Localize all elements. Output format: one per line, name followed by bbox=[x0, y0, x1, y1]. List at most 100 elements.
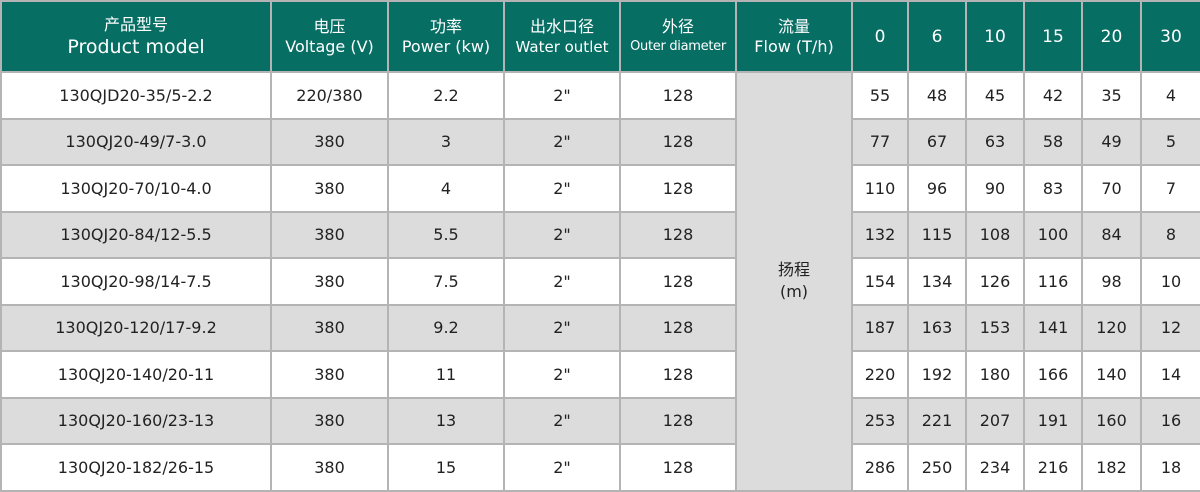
cell-diameter: 128 bbox=[619, 117, 737, 166]
cell-outlet: 2" bbox=[503, 71, 621, 120]
header-flow-point: 30 bbox=[1140, 0, 1200, 73]
cell-model: 130QJ20-182/26-15 bbox=[0, 443, 272, 492]
cell-head: 253 bbox=[851, 396, 909, 445]
header-flow-point: 10 bbox=[965, 0, 1025, 73]
cell-diameter: 128 bbox=[619, 164, 737, 213]
cell-voltage: 380 bbox=[270, 117, 389, 166]
cell-head: 8 bbox=[1140, 210, 1200, 259]
cell-head: 4 bbox=[1140, 71, 1200, 120]
header-diameter: 外径 Outer diameter bbox=[619, 0, 737, 73]
cell-head: 90 bbox=[965, 164, 1025, 213]
head-label-cell: 扬程 (m) bbox=[735, 71, 853, 492]
cell-power: 9.2 bbox=[387, 303, 505, 352]
cell-head: 96 bbox=[907, 164, 967, 213]
cell-head: 182 bbox=[1081, 443, 1142, 492]
cell-head: 42 bbox=[1023, 71, 1083, 120]
cell-power: 13 bbox=[387, 396, 505, 445]
header-flow-point: 15 bbox=[1023, 0, 1083, 73]
cell-head: 286 bbox=[851, 443, 909, 492]
cell-power: 4 bbox=[387, 164, 505, 213]
cell-outlet: 2" bbox=[503, 210, 621, 259]
head-unit: (m) bbox=[779, 282, 809, 302]
header-outlet: 出水口径 Water outlet bbox=[503, 0, 621, 73]
cell-diameter: 128 bbox=[619, 443, 737, 492]
cell-head: 12 bbox=[1140, 303, 1200, 352]
cell-power: 11 bbox=[387, 350, 505, 399]
cell-head: 192 bbox=[907, 350, 967, 399]
cell-head: 67 bbox=[907, 117, 967, 166]
table-row: 130QJ20-84/12-5.5 380 5.5 2" 128 132 115 108 100… bbox=[0, 210, 1200, 259]
cell-head: 220 bbox=[851, 350, 909, 399]
cell-voltage: 220/380 bbox=[270, 71, 389, 120]
header-flow-point: 6 bbox=[907, 0, 967, 73]
cell-outlet: 2" bbox=[503, 257, 621, 306]
cell-head: 14 bbox=[1140, 350, 1200, 399]
cell-head: 7 bbox=[1140, 164, 1200, 213]
cell-diameter: 128 bbox=[619, 396, 737, 445]
cell-outlet: 2" bbox=[503, 396, 621, 445]
cell-voltage: 380 bbox=[270, 350, 389, 399]
cell-head: 70 bbox=[1081, 164, 1142, 213]
cell-outlet: 2" bbox=[503, 443, 621, 492]
cell-head: 191 bbox=[1023, 396, 1083, 445]
cell-diameter: 128 bbox=[619, 210, 737, 259]
cell-head: 187 bbox=[851, 303, 909, 352]
table-row: 130QJ20-49/7-3.0 380 3 2" 128 77 67 63 58 49 5 bbox=[0, 117, 1200, 166]
cell-head: 18 bbox=[1140, 443, 1200, 492]
cell-head: 58 bbox=[1023, 117, 1083, 166]
table-row: 130QJ20-182/26-15 380 15 2" 128 286 250 234 216 1… bbox=[0, 443, 1200, 492]
header-flow: 流量 Flow (T/h) bbox=[735, 0, 853, 73]
cell-outlet: 2" bbox=[503, 303, 621, 352]
cell-power: 2.2 bbox=[387, 71, 505, 120]
cell-model: 130QJ20-120/17-9.2 bbox=[0, 303, 272, 352]
cell-head: 108 bbox=[965, 210, 1025, 259]
cell-head: 153 bbox=[965, 303, 1025, 352]
cell-power: 7.5 bbox=[387, 257, 505, 306]
cell-head: 49 bbox=[1081, 117, 1142, 166]
table-row: 130QJ20-140/20-11 380 11 2" 128 220 192 180 166 1… bbox=[0, 350, 1200, 399]
cell-head: 132 bbox=[851, 210, 909, 259]
cell-model: 130QJ20-70/10-4.0 bbox=[0, 164, 272, 213]
cell-head: 115 bbox=[907, 210, 967, 259]
header-voltage: 电压 Voltage (V) bbox=[270, 0, 389, 73]
cell-head: 180 bbox=[965, 350, 1025, 399]
cell-head: 110 bbox=[851, 164, 909, 213]
cell-head: 166 bbox=[1023, 350, 1083, 399]
cell-diameter: 128 bbox=[619, 71, 737, 120]
header-model: 产品型号 Product model bbox=[0, 0, 272, 73]
cell-head: 5 bbox=[1140, 117, 1200, 166]
cell-model: 130QJ20-49/7-3.0 bbox=[0, 117, 272, 166]
cell-head: 126 bbox=[965, 257, 1025, 306]
cell-power: 5.5 bbox=[387, 210, 505, 259]
cell-diameter: 128 bbox=[619, 303, 737, 352]
cell-head: 84 bbox=[1081, 210, 1142, 259]
cell-model: 130QJ20-160/23-13 bbox=[0, 396, 272, 445]
cell-head: 48 bbox=[907, 71, 967, 120]
cell-head: 134 bbox=[907, 257, 967, 306]
cell-model: 130QJ20-84/12-5.5 bbox=[0, 210, 272, 259]
cell-head: 63 bbox=[965, 117, 1025, 166]
cell-head: 77 bbox=[851, 117, 909, 166]
cell-diameter: 128 bbox=[619, 350, 737, 399]
cell-head: 140 bbox=[1081, 350, 1142, 399]
cell-head: 100 bbox=[1023, 210, 1083, 259]
cell-head: 234 bbox=[965, 443, 1025, 492]
header-flow-point: 20 bbox=[1081, 0, 1142, 73]
cell-head: 120 bbox=[1081, 303, 1142, 352]
cell-voltage: 380 bbox=[270, 303, 389, 352]
cell-head: 116 bbox=[1023, 257, 1083, 306]
cell-head: 207 bbox=[965, 396, 1025, 445]
cell-head: 83 bbox=[1023, 164, 1083, 213]
table-row: 130QJ20-120/17-9.2 380 9.2 2" 128 187 163 153 14… bbox=[0, 303, 1200, 352]
cell-model: 130QJ20-140/20-11 bbox=[0, 350, 272, 399]
cell-outlet: 2" bbox=[503, 117, 621, 166]
cell-voltage: 380 bbox=[270, 443, 389, 492]
cell-head: 216 bbox=[1023, 443, 1083, 492]
cell-head: 16 bbox=[1140, 396, 1200, 445]
cell-head: 35 bbox=[1081, 71, 1142, 120]
cell-voltage: 380 bbox=[270, 257, 389, 306]
cell-head: 55 bbox=[851, 71, 909, 120]
cell-model: 130QJD20-35/5-2.2 bbox=[0, 71, 272, 120]
cell-voltage: 380 bbox=[270, 210, 389, 259]
